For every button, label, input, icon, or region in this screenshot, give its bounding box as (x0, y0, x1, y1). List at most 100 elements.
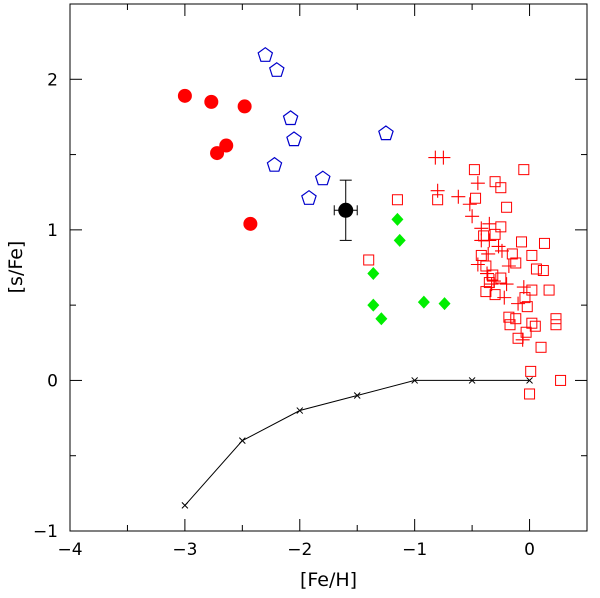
data-point-red-square (530, 263, 542, 275)
data-point-black-circle (338, 202, 354, 218)
data-point-red-square (391, 194, 403, 206)
tick-labels: −4 −3 −2 −1 0 −1 0 1 2 (33, 70, 535, 560)
data-point-red-plus (462, 197, 477, 212)
data-point-red-plus (484, 277, 499, 292)
data-point-blue-pentagon (266, 156, 283, 172)
data-point-blue-pentagon (286, 131, 302, 147)
data-point-red-square (543, 284, 555, 296)
data-point-green-diamond (375, 312, 388, 326)
data-point-red-square (475, 249, 487, 261)
data-point-red-plus (499, 277, 514, 292)
data-point-red-plus (451, 189, 466, 204)
data-point-green-diamond (367, 298, 380, 312)
data-point-red-circle (243, 216, 258, 231)
plot-frame (69, 3, 588, 532)
data-point-red-square (489, 289, 501, 301)
data-point-red-plus (516, 280, 531, 295)
data-point-blue-pentagon (282, 110, 299, 126)
data-point-red-square (519, 292, 531, 304)
data-point-red-square (512, 332, 524, 344)
data-point-red-square (432, 194, 444, 206)
data-point-red-plus (482, 216, 497, 231)
y-tick-label: 1 (47, 221, 58, 241)
x-tick-label: −2 (287, 540, 312, 560)
data-point-blue-pentagon (301, 189, 317, 205)
data-point-red-plus (501, 258, 516, 273)
y-tick-label: −1 (33, 522, 58, 542)
data-point-red-plus (465, 209, 480, 224)
data-point-red-square (487, 269, 499, 281)
data-point-red-circle (204, 94, 219, 109)
data-point-red-square (535, 341, 547, 353)
data-point-red-square (495, 182, 507, 194)
data-point-red-plus (511, 296, 526, 311)
data-point-red-circle (237, 99, 252, 114)
x-axis-label: [Fe/H] (300, 569, 357, 591)
data-point-red-square (478, 230, 490, 242)
data-point-red-square (489, 176, 501, 188)
data-point-red-square (510, 257, 522, 269)
data-point-red-square (504, 319, 516, 331)
data-point-red-square (520, 326, 532, 338)
data-point-blue-pentagon (378, 125, 394, 141)
data-point-red-plus (481, 246, 496, 261)
data-point-blue-pentagon (314, 170, 331, 186)
data-point-red-plus (470, 257, 485, 272)
data-point-green-diamond (367, 267, 380, 281)
x-tick-label: 0 (524, 540, 535, 560)
data-point-red-square (468, 164, 480, 176)
data-point-red-plus (436, 150, 451, 165)
data-point-red-square (470, 192, 482, 204)
model-point-x (296, 407, 304, 414)
data-point-red-plus (470, 176, 485, 191)
axis-ticks (69, 3, 588, 532)
data-point-red-square (480, 260, 492, 272)
model-line (184, 379, 530, 506)
data-point-red-square (503, 311, 515, 323)
data-point-red-square (526, 284, 538, 296)
data-point-red-square (363, 254, 375, 266)
x-tick-label: −1 (402, 540, 427, 560)
model-point-x (526, 377, 533, 384)
data-point-blue-pentagon (257, 46, 274, 62)
data-point-red-square (526, 249, 538, 261)
model-point-x (181, 502, 189, 509)
data-point-red-square (537, 265, 549, 277)
data-point-red-circle (177, 88, 192, 103)
data-point-red-square (550, 319, 562, 331)
y-axis-label: [s/Fe] (5, 241, 27, 294)
data-point-red-square (550, 313, 562, 325)
data-point-red-square (526, 317, 538, 329)
data-point-red-square (524, 388, 536, 400)
data-point-red-square (538, 237, 550, 249)
data-point-red-square (483, 277, 495, 289)
data-marks (177, 46, 567, 509)
data-point-red-square (529, 320, 541, 332)
data-point-red-square (555, 374, 567, 386)
data-point-red-plus (497, 290, 512, 305)
data-point-red-square (501, 201, 513, 213)
data-point-red-circle (210, 146, 225, 161)
data-point-green-diamond (393, 233, 406, 247)
data-point-red-plus (474, 221, 489, 236)
data-point-red-square (489, 228, 501, 240)
data-point-red-square (518, 164, 530, 176)
model-point-x (238, 437, 246, 445)
data-point-red-plus (430, 183, 445, 198)
model-point-x (411, 377, 419, 384)
x-tick-label: −4 (57, 540, 82, 560)
data-point-red-square (495, 272, 507, 284)
data-point-red-square (525, 365, 537, 377)
data-point-red-square (510, 313, 522, 325)
data-point-green-diamond (391, 212, 404, 226)
data-point-red-square (521, 301, 533, 313)
data-point-blue-pentagon (268, 62, 285, 77)
data-point-red-plus (494, 243, 509, 258)
data-point-green-diamond (417, 295, 430, 309)
data-point-red-square (506, 248, 518, 260)
data-point-red-square (495, 221, 507, 233)
data-point-red-square (516, 236, 528, 248)
y-tick-label: 2 (47, 70, 58, 90)
y-tick-label: 0 (47, 371, 58, 391)
